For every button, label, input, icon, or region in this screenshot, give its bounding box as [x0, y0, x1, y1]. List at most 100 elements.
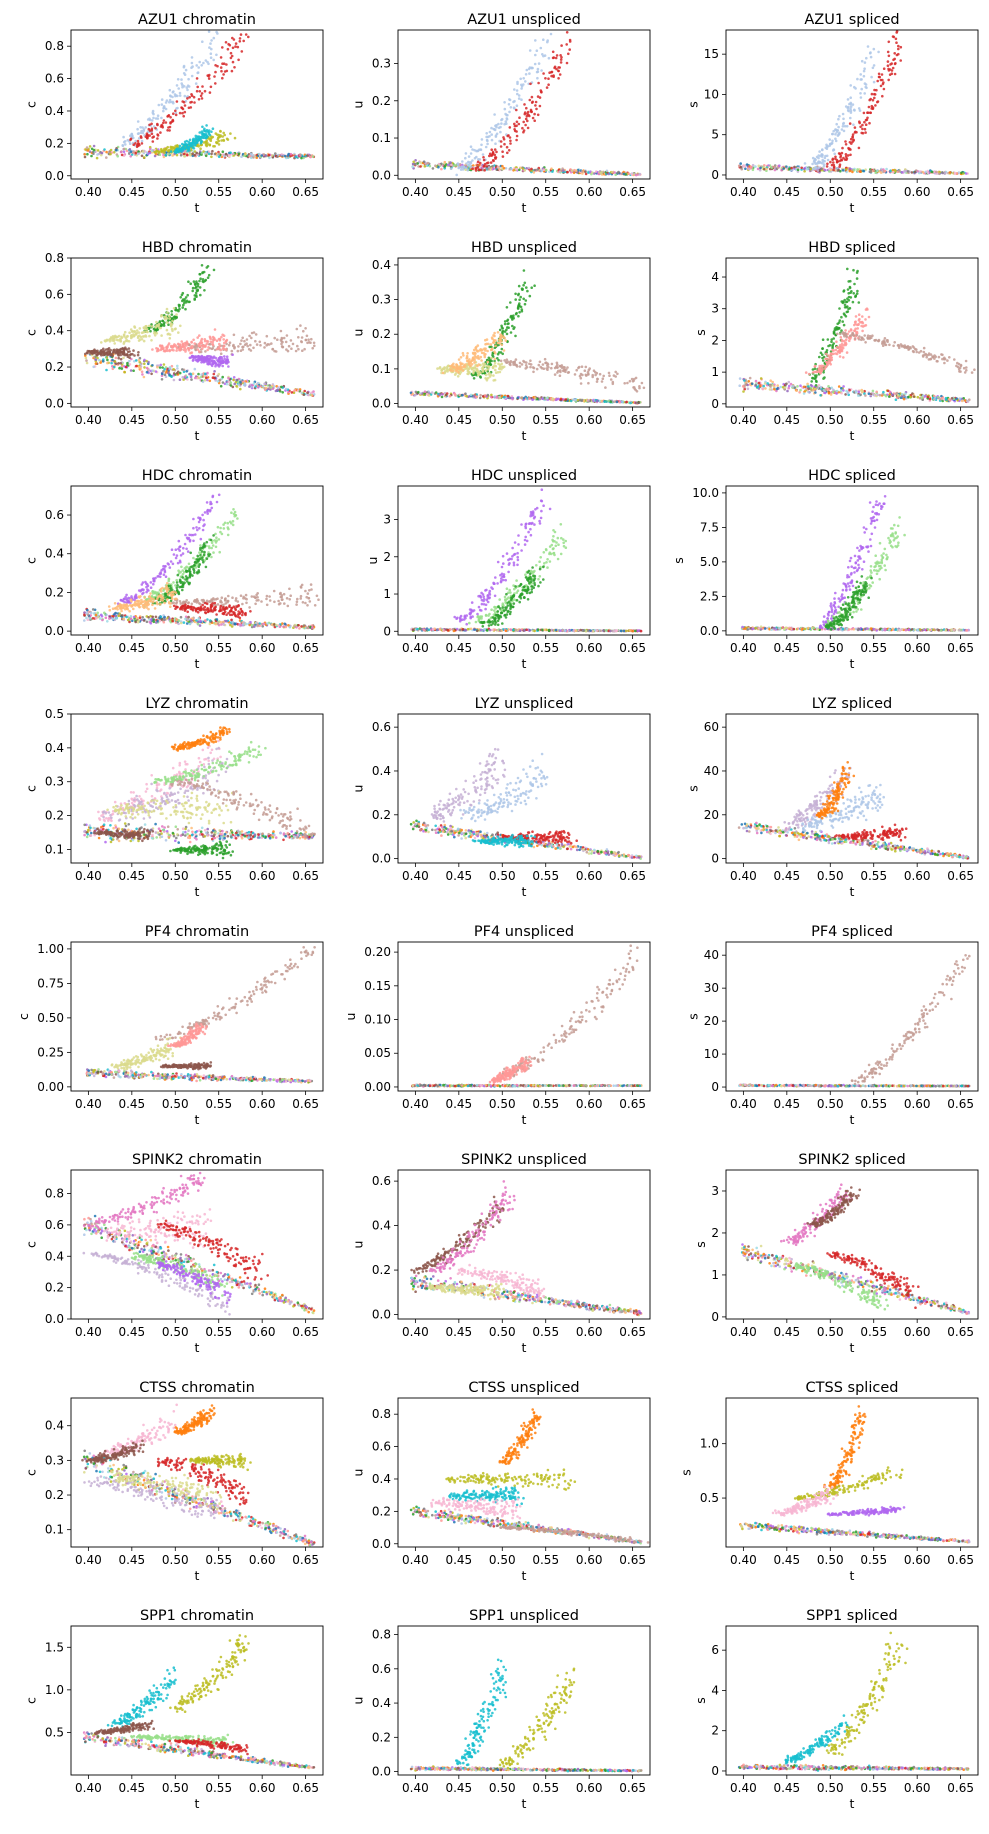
scatter-point [201, 152, 204, 155]
scatter-point [215, 141, 218, 144]
scatter-point [568, 48, 571, 51]
scatter-point [831, 140, 834, 143]
scatter-point [944, 172, 947, 175]
scatter-point [123, 335, 126, 338]
scatter-point [529, 366, 532, 369]
scatter-point [205, 141, 208, 144]
scatter-point [502, 136, 505, 139]
scatter-point [872, 67, 875, 70]
scatter-point [152, 140, 155, 143]
scatter-point [168, 315, 171, 318]
scatter-point [850, 109, 853, 112]
scatter-point [200, 342, 203, 345]
scatter-point [516, 81, 519, 84]
scatter-point [889, 169, 892, 172]
scatter-point [308, 341, 311, 344]
scatter-point [183, 144, 186, 147]
scatter-point [536, 168, 539, 171]
scatter-point [250, 337, 253, 340]
scatter-point [270, 386, 273, 389]
scatter-point [523, 397, 526, 400]
scatter-point [482, 153, 485, 156]
scatter-point [894, 62, 897, 65]
scatter-point [861, 128, 864, 131]
scatter-point [168, 342, 171, 345]
y-axis-label: c [23, 329, 38, 336]
scatter-point [524, 282, 527, 285]
scatter-point [196, 90, 199, 93]
scatter-point [85, 357, 88, 360]
scatter-point [181, 112, 184, 115]
scatter-point [209, 134, 212, 137]
scatter-point [961, 400, 964, 403]
x-tick-label: 0.45 [445, 185, 472, 199]
scatter-point [544, 362, 547, 365]
scatter-point [143, 156, 146, 159]
scatter-point [487, 136, 490, 139]
x-tick-label: 0.40 [75, 185, 102, 199]
scatter-point [785, 383, 788, 386]
scatter-point [186, 300, 189, 303]
scatter-point [205, 377, 208, 380]
scatter-point [192, 287, 195, 290]
scatter-point [527, 111, 530, 114]
x-tick-label: 0.55 [532, 413, 559, 427]
scatter-point [246, 338, 249, 341]
scatter-point [458, 166, 461, 169]
scatter-point [497, 359, 500, 362]
scatter-point [190, 341, 193, 344]
scatter-point [231, 70, 234, 73]
scatter-point [458, 393, 461, 396]
scatter-point [797, 169, 800, 172]
scatter-point [842, 113, 845, 116]
scatter-point [507, 319, 510, 322]
scatter-point [501, 348, 504, 351]
scatter-point [803, 170, 806, 173]
scatter-point [215, 132, 218, 135]
scatter-point [513, 123, 516, 126]
scatter-point [194, 357, 197, 360]
scatter-point [856, 168, 859, 171]
scatter-point [170, 147, 173, 150]
scatter-point [895, 38, 898, 41]
scatter-point [526, 290, 529, 293]
scatter-point [796, 385, 799, 388]
scatter-point [558, 170, 561, 173]
x-tick-label: 0.40 [75, 413, 102, 427]
scatter-point [871, 105, 874, 108]
scatter-point [477, 161, 480, 164]
scatter-point [462, 369, 465, 372]
scatter-point [179, 325, 182, 328]
scatter-point [224, 70, 227, 73]
scatter-point [166, 317, 169, 320]
scatter-point [803, 392, 806, 395]
scatter-point [280, 343, 283, 346]
scatter-point [84, 156, 87, 159]
scatter-point [170, 150, 173, 153]
scatter-point [843, 314, 846, 317]
scatter-point [208, 153, 211, 156]
scatter-point [163, 107, 166, 110]
scatter-point [594, 371, 597, 374]
scatter-point [141, 155, 144, 158]
scatter-point [896, 30, 899, 33]
scatter-point [560, 398, 563, 401]
scatter-point [184, 95, 187, 98]
scatter-point [786, 390, 789, 393]
scatter-point [611, 171, 614, 174]
scatter-point [604, 386, 607, 389]
scatter-point [114, 360, 117, 363]
scatter-point [556, 371, 559, 374]
scatter-point [248, 335, 251, 338]
scatter-point [198, 61, 201, 64]
scatter-point [933, 398, 936, 401]
scatter-point [109, 340, 112, 343]
scatter-point [499, 131, 502, 134]
scatter-point [466, 367, 469, 370]
scatter-point [121, 347, 124, 350]
scatter-point [286, 334, 289, 337]
scatter-point [220, 66, 223, 69]
scatter-point [542, 363, 545, 366]
scatter-point [226, 383, 229, 386]
scatter-point [198, 98, 201, 101]
